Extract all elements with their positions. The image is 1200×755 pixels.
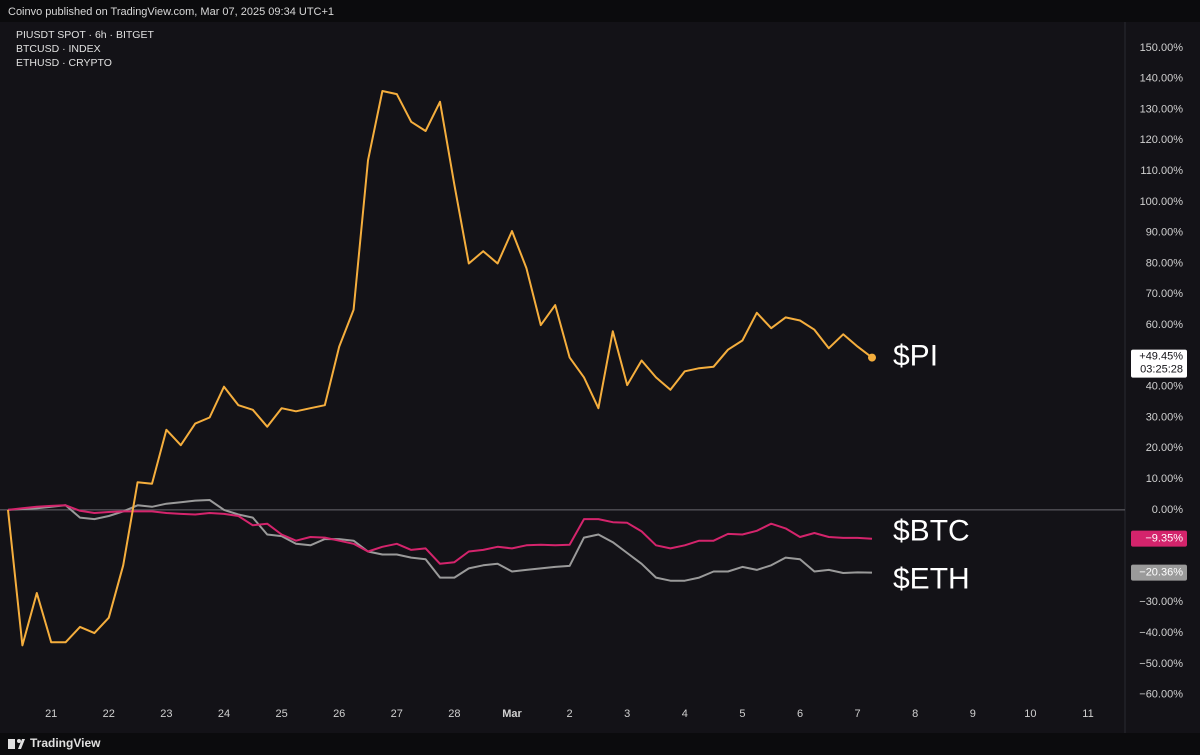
y-tick-label: 30.00% (1146, 411, 1184, 423)
countdown-text: 03:25:28 (1140, 363, 1183, 375)
y-tick-label: 80.00% (1146, 257, 1184, 269)
series-label: $PI (893, 339, 938, 372)
price-badge (1131, 349, 1187, 378)
y-tick-label: 130.00% (1140, 103, 1184, 115)
series-line (7, 504, 873, 565)
y-tick-label: 100.00% (1140, 196, 1184, 208)
x-tick-label: 10 (1024, 708, 1036, 720)
price-badge-text: −9.35% (1145, 533, 1183, 545)
header-text: Coinvo published on TradingView.com, Mar… (8, 6, 334, 18)
y-tick-label: 10.00% (1146, 473, 1184, 485)
legend-entry: PIUSDT SPOT · 6h · BITGET (16, 29, 154, 41)
y-tick-label: −40.00% (1139, 627, 1183, 639)
footer-bar (0, 733, 1200, 755)
y-tick-label: 150.00% (1140, 42, 1184, 54)
y-tick-label: 70.00% (1146, 288, 1184, 300)
x-tick-label: 22 (103, 708, 115, 720)
price-badge (1131, 564, 1187, 581)
x-tick-label: 8 (912, 708, 918, 720)
x-tick-label: 27 (391, 708, 403, 720)
legend-entry: ETHUSD · CRYPTO (16, 57, 112, 69)
y-tick-label: 0.00% (1152, 504, 1183, 516)
footer-brand: TradingView (30, 736, 101, 750)
last-point (868, 353, 876, 362)
series-line (7, 90, 873, 647)
y-tick-label: 110.00% (1140, 165, 1183, 177)
y-tick-label: 20.00% (1146, 442, 1184, 454)
y-tick-label: 140.00% (1140, 73, 1184, 85)
y-tick-label: 90.00% (1146, 227, 1184, 239)
price-badge-text: +49.45% (1139, 350, 1183, 362)
x-tick-label: 28 (448, 708, 460, 720)
series-line (7, 499, 873, 582)
x-tick-label: 23 (160, 708, 172, 720)
x-tick-label: 11 (1082, 708, 1093, 720)
legend-entry: BTCUSD · INDEX (16, 43, 101, 55)
x-tick-label: 5 (739, 708, 745, 720)
series-label: $BTC (893, 515, 970, 548)
brand-logo (8, 739, 25, 749)
x-tick-label: 2 (567, 708, 573, 720)
price-badge (1131, 530, 1187, 547)
y-tick-label: 120.00% (1140, 134, 1184, 146)
x-tick-label: 25 (275, 708, 287, 720)
x-tick-label: 4 (682, 708, 688, 720)
x-tick-label: 6 (797, 708, 803, 720)
y-tick-label: 60.00% (1146, 319, 1184, 331)
y-tick-label: −50.00% (1139, 658, 1183, 670)
price-badge-text: −20.36% (1139, 566, 1183, 578)
header-bar (0, 0, 1200, 22)
x-tick-label: 24 (218, 708, 230, 720)
x-tick-label: Mar (502, 708, 522, 720)
series-label: $ETH (893, 563, 970, 596)
x-tick-label: 21 (45, 708, 57, 720)
x-tick-label: 9 (970, 708, 976, 720)
y-tick-label: 40.00% (1146, 381, 1184, 393)
y-tick-label: −30.00% (1139, 596, 1183, 608)
x-tick-label: 3 (624, 708, 630, 720)
y-tick-label: −60.00% (1139, 689, 1183, 701)
x-tick-label: 26 (333, 708, 345, 720)
x-tick-label: 7 (855, 708, 861, 720)
